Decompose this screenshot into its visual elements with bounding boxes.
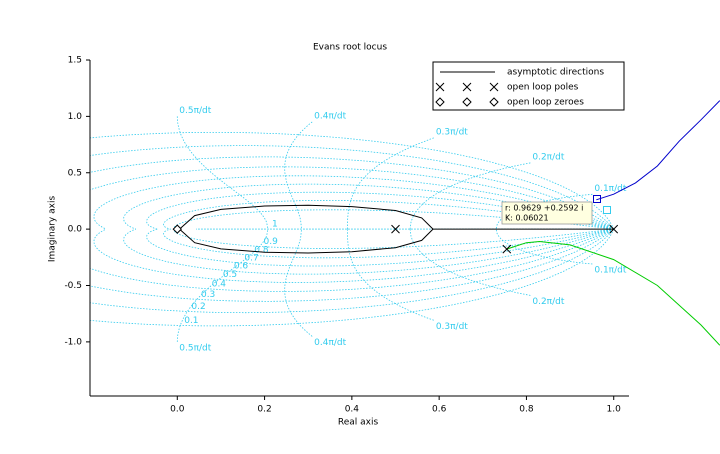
damping-grid-line <box>163 228 614 259</box>
y-tick-label: 0.5 <box>68 168 82 178</box>
frequency-grid-label: 0.5π/dt <box>179 343 211 353</box>
damping-grid-line <box>93 228 614 283</box>
y-tick-label: 1.5 <box>68 56 82 66</box>
y-axis-title: Imaginary axis <box>48 196 58 263</box>
y-tick-label: -1.0 <box>64 337 82 347</box>
datatip: r: 0.9629 +0.2592 i K: 0.06021 <box>501 195 611 225</box>
damping-grid-label: 0.8 <box>254 246 269 256</box>
pole-marker <box>391 224 400 234</box>
legend-label: open loop poles <box>507 83 579 93</box>
frequency-grid-line <box>409 229 531 296</box>
damping-grid-label: 0.5 <box>223 270 237 280</box>
pole-marker <box>609 224 619 234</box>
frequency-grid-label: 0.3π/dt <box>436 322 468 332</box>
legend-label: asymptotic directions <box>507 68 604 78</box>
legend-marker <box>435 82 445 92</box>
axes: 0.0 0.2 0.4 0.6 0.8 1.0 -1.0 -0.5 0.0 0.5 1.0 1.5 <box>64 56 629 415</box>
damping-grid-line <box>146 191 614 230</box>
locus <box>172 100 720 346</box>
frequency-grid-line <box>347 229 434 321</box>
damping-grid-line <box>174 228 614 249</box>
damping-grid-label: 0.9 <box>264 237 279 247</box>
y-tick-label: 1.0 <box>68 112 83 122</box>
y-tick-label: -0.5 <box>64 281 82 291</box>
damping-grid-line <box>90 228 615 327</box>
zero-marker <box>172 224 182 234</box>
legend-marker <box>489 82 499 92</box>
x-tick-label: 0.0 <box>170 405 185 415</box>
frequency-grid-label: 0.2π/dt <box>532 297 564 307</box>
grid <box>90 116 615 342</box>
frequency-grid-line <box>176 116 269 230</box>
grid-labels: 0.1π/dt 0.1π/dt 0.2π/dt 0.2π/dt 0.3π/dt 0.3π/… <box>179 106 627 354</box>
frequency-grid-line <box>284 229 313 337</box>
frequency-grid-label: 0.1π/dt <box>594 184 626 194</box>
y-tick-label: 0.0 <box>68 225 83 235</box>
frequency-grid-line <box>284 121 313 230</box>
datatip-marker <box>603 206 611 214</box>
chart-title: Evans root locus <box>313 43 387 53</box>
datatip-text: K: 0.06021 <box>505 214 549 223</box>
legend-marker <box>489 97 499 107</box>
frequency-grid-label: 0.2π/dt <box>532 152 564 162</box>
datatip-marker <box>593 195 601 203</box>
damping-grid-line <box>90 132 615 230</box>
x-axis-title: Real axis <box>338 418 379 428</box>
damping-grid-line <box>93 175 614 230</box>
locus-branch <box>506 240 720 346</box>
damping-grid-line <box>163 199 614 230</box>
frequency-grid-line <box>176 229 269 342</box>
damping-grid-label: 0.3 <box>201 290 215 300</box>
damping-grid-line <box>90 156 614 230</box>
legend-label: open loop zeroes <box>507 98 584 108</box>
damping-grid-label: 0.4 <box>212 279 227 289</box>
frequency-grid-line <box>409 162 531 230</box>
damping-grid-label: 0.6 <box>234 261 249 271</box>
legend-marker <box>435 97 445 107</box>
x-tick-label: 0.4 <box>345 405 360 415</box>
locus-branch <box>179 228 434 254</box>
frequency-grid-label: 0.4π/dt <box>314 338 346 348</box>
damping-grid-line <box>146 228 614 267</box>
damping-grid-line <box>90 228 614 302</box>
frequency-grid-label: 0.3π/dt <box>436 127 468 137</box>
frequency-grid-label: 0.1π/dt <box>594 265 626 275</box>
legend-marker <box>462 82 472 92</box>
damping-grid-line <box>90 228 615 314</box>
damping-grid-label: 0.7 <box>244 253 258 263</box>
datatip-box <box>501 201 593 225</box>
datatip-text: r: 0.9629 +0.2592 i <box>505 204 583 213</box>
frequency-grid-line <box>347 137 434 230</box>
pole-marker <box>502 244 512 254</box>
frequency-grid-label: 0.5π/dt <box>179 106 211 116</box>
damping-grid-line <box>90 145 615 230</box>
damping-grid-line <box>123 228 614 275</box>
legend: asymptotic directions open loop poles open… <box>432 61 625 111</box>
damping-grid-line <box>123 183 614 230</box>
locus-branch <box>596 100 720 201</box>
x-tick-label: 1.0 <box>607 405 622 415</box>
x-tick-label: 0.2 <box>257 405 271 415</box>
frequency-grid-label: 0.4π/dt <box>314 111 346 121</box>
damping-grid-label: 0.2 <box>191 302 205 312</box>
x-tick-label: 0.6 <box>432 405 447 415</box>
frequency-grid-line <box>495 229 593 265</box>
legend-marker <box>462 97 472 107</box>
damping-grid-label: 1 <box>272 220 278 230</box>
damping-grid-label: 0.1 <box>184 316 198 326</box>
x-tick-label: 0.8 <box>519 405 534 415</box>
locus-branch <box>179 204 434 230</box>
